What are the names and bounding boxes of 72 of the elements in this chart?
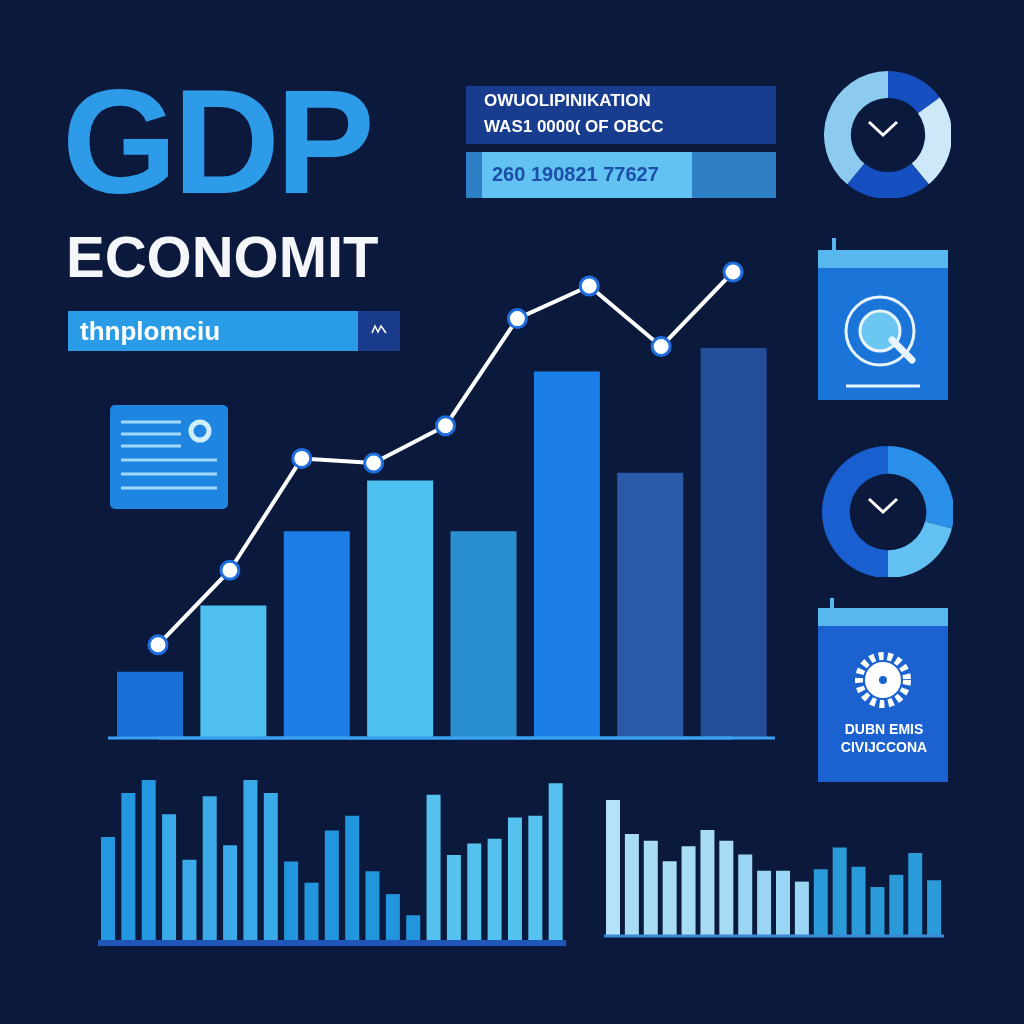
bar	[117, 671, 183, 738]
bar	[141, 780, 156, 943]
bar	[450, 531, 517, 738]
bar	[738, 854, 753, 936]
bar	[284, 861, 299, 943]
bar	[908, 853, 923, 936]
bar	[719, 840, 734, 936]
bar	[606, 800, 620, 936]
text: CIVIJCCONA	[840, 739, 928, 755]
donut-slice	[911, 97, 951, 185]
bar	[385, 894, 400, 943]
bar	[345, 815, 360, 943]
bar	[324, 830, 339, 943]
chart-subtitle: ECONOMIT	[66, 224, 379, 289]
point	[291, 447, 313, 469]
bar	[182, 859, 197, 943]
bar	[446, 854, 461, 943]
bar	[851, 866, 866, 936]
bar	[757, 870, 772, 936]
bar	[889, 874, 904, 936]
point	[722, 261, 744, 283]
bar	[365, 871, 380, 943]
bar	[507, 817, 522, 943]
point	[435, 415, 456, 437]
bar	[548, 783, 563, 943]
bar	[304, 882, 319, 943]
bar	[121, 793, 136, 943]
text: DUBN EMIS	[844, 721, 924, 737]
text: OWUOLIPINIKATION	[484, 91, 651, 110]
bar	[426, 794, 441, 943]
bar	[162, 814, 177, 943]
bar	[813, 869, 828, 936]
bar	[202, 796, 217, 943]
point	[363, 452, 385, 474]
text: WAS1 0000( OF OBCC	[484, 117, 664, 136]
bar	[794, 881, 809, 936]
point	[219, 559, 241, 581]
bar	[662, 861, 677, 936]
donut-slice	[888, 71, 940, 114]
bar	[832, 847, 847, 936]
bar	[700, 829, 715, 936]
point	[650, 336, 672, 358]
bar	[870, 887, 885, 936]
bar	[927, 880, 942, 936]
bar	[243, 780, 258, 943]
donut-slice	[847, 163, 929, 198]
bar	[643, 840, 658, 936]
donut-slice	[888, 446, 953, 529]
bar	[681, 846, 696, 936]
bar	[101, 837, 115, 943]
bar	[533, 371, 600, 738]
donut-slice	[822, 446, 888, 577]
chart-title: GDP	[62, 59, 371, 224]
bar	[487, 838, 502, 943]
bar	[467, 843, 482, 943]
bar	[624, 834, 639, 936]
point	[147, 634, 169, 656]
bar	[700, 348, 767, 738]
bar	[528, 815, 543, 943]
point	[578, 275, 600, 297]
bar	[283, 531, 350, 738]
bar	[200, 605, 267, 738]
bar	[263, 793, 278, 943]
donut-slice	[888, 521, 952, 577]
bar	[617, 472, 684, 738]
donut-slice	[824, 71, 888, 185]
annotation: thnplomciu	[80, 316, 221, 346]
point	[506, 308, 528, 330]
bar	[367, 480, 434, 738]
bar	[776, 870, 790, 936]
bar	[223, 845, 238, 943]
text: 260 190821 77627	[492, 163, 659, 185]
